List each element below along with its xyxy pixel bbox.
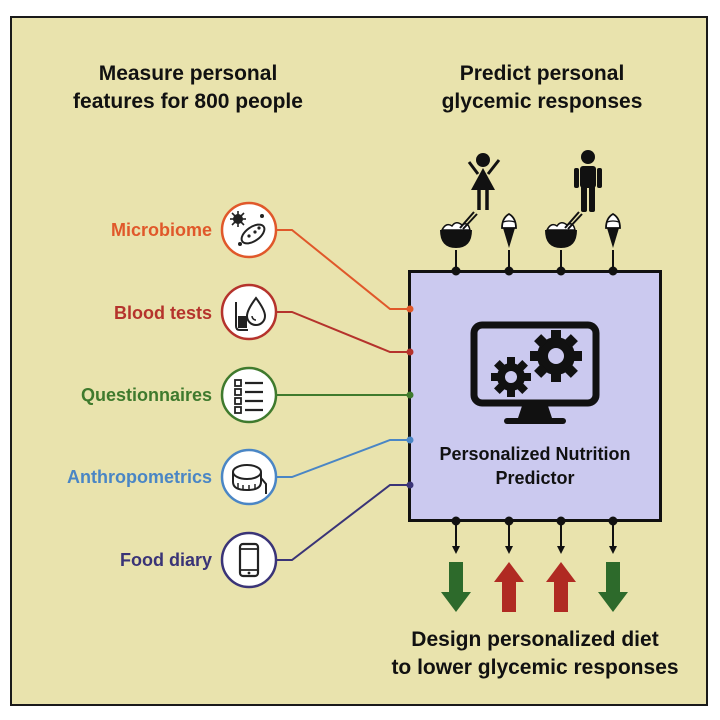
microbe-icon (220, 201, 278, 259)
response-arrow-down-icon (598, 562, 628, 612)
man-icon (574, 150, 602, 212)
feature-label-food-diary: Food diary (119, 550, 212, 570)
feature-label-questionnaires: Questionnaires (80, 385, 212, 405)
predictor-label: Personalized Nutrition Predictor (439, 444, 631, 488)
connector-anthropometrics (276, 439, 410, 478)
girl-icon (467, 153, 501, 210)
connector-dot-microbiome (406, 305, 414, 313)
blood-test-icon (220, 283, 278, 341)
connector-microbiome (276, 229, 410, 310)
input-dot (556, 266, 566, 276)
computer-gears-icon (470, 321, 600, 424)
response-arrow-up-icon (546, 562, 576, 612)
design-diet-heading: Design personalized diet to lower glycem… (391, 628, 679, 679)
feature-label-microbiome: Microbiome (110, 220, 212, 240)
measuring-tape-icon (220, 448, 278, 506)
ice-cream-icon (501, 212, 517, 248)
connector-dot-blood-tests (406, 348, 414, 356)
rice-bowl-icon (545, 211, 583, 248)
ice-cream-icon (605, 212, 621, 248)
connector-blood-tests (276, 311, 410, 353)
smartphone-icon (220, 531, 278, 589)
feature-label-anthropometrics: Anthropometrics (66, 467, 212, 487)
connector-food-diary (276, 484, 410, 561)
rice-bowl-icon (440, 211, 478, 248)
input-dot (608, 266, 618, 276)
predict-heading: Predict personal glycemic responses (441, 62, 643, 113)
feature-label-blood-tests: Blood tests (113, 303, 212, 323)
measure-heading: Measure personal features for 800 people (73, 62, 303, 113)
response-arrow-up-icon (494, 562, 524, 612)
input-dot (451, 266, 461, 276)
connector-dot-food-diary (406, 481, 414, 489)
connector-dot-anthropometrics (406, 436, 414, 444)
response-arrow-down-icon (441, 562, 471, 612)
input-dot (504, 266, 514, 276)
checklist-icon (220, 366, 278, 424)
connector-dot-questionnaires (406, 391, 414, 399)
